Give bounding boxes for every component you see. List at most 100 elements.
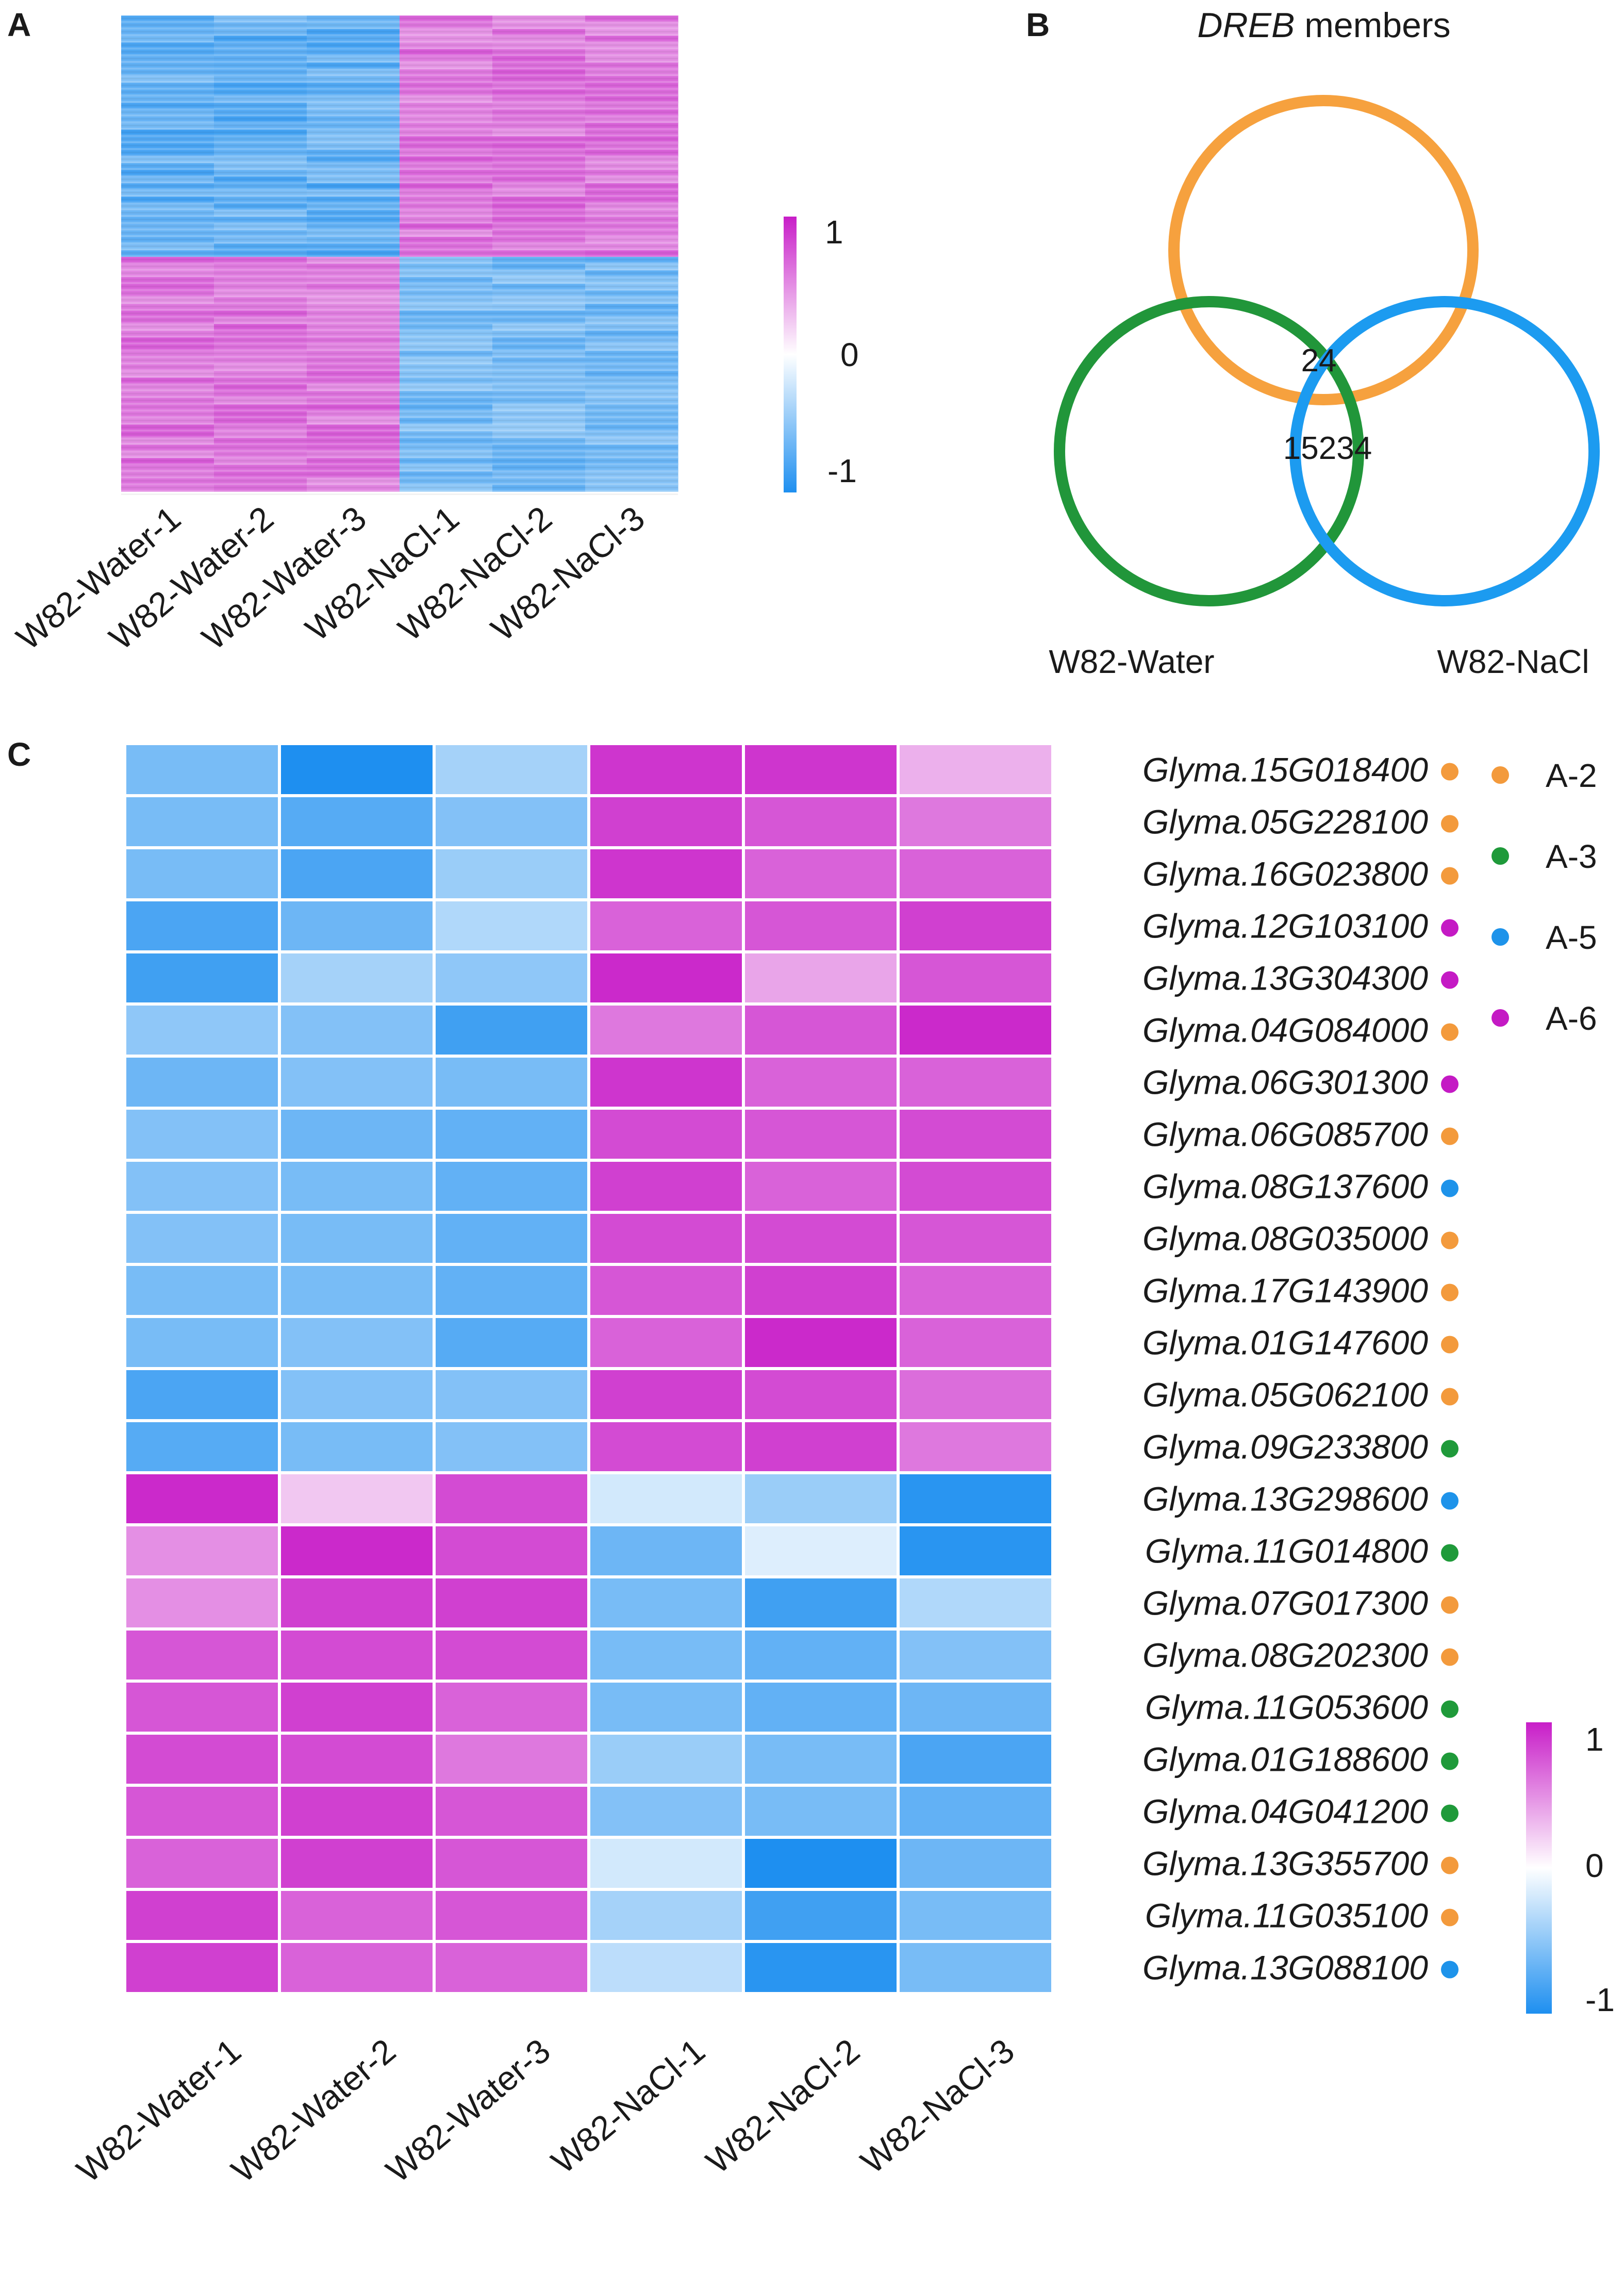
heatmap-c-column-label: W82-Water-1 xyxy=(70,2031,248,2190)
heatmap-c-column-label: W82-NaCl-3 xyxy=(853,2031,1021,2181)
gene-label: Glyma.15G018400 xyxy=(1142,751,1428,789)
heatmap-c-cell xyxy=(278,1940,436,1995)
heatmap-c-cell xyxy=(433,742,590,797)
heatmap-a-texture xyxy=(121,15,678,498)
venn-circle-water xyxy=(1054,296,1364,606)
heatmap-c-cell xyxy=(433,898,590,953)
heatmap-c-cell xyxy=(897,1523,1054,1578)
heatmap-c-cell xyxy=(278,1471,436,1526)
gene-group-dot xyxy=(1441,1544,1459,1562)
heatmap-c-cell xyxy=(278,1732,436,1787)
heatmap-c-cell xyxy=(433,1419,590,1474)
heatmap-c-cell xyxy=(742,898,900,953)
heatmap-c-cell xyxy=(123,1367,281,1422)
heatmap-c-cell xyxy=(587,1367,745,1422)
heatmap-c-column-label: W82-Water-2 xyxy=(224,2031,403,2190)
heatmap-c-cell xyxy=(433,1159,590,1214)
gene-group-dot xyxy=(1441,1023,1459,1041)
heatmap-c-cell xyxy=(278,1002,436,1058)
heatmap-c-cell xyxy=(433,1627,590,1683)
heatmap-c-cell xyxy=(123,742,281,797)
heatmap-c-cell xyxy=(433,1107,590,1162)
heatmap-c-cell xyxy=(278,1680,436,1735)
heatmap-c-cell xyxy=(123,1263,281,1318)
gene-label: Glyma.13G304300 xyxy=(1142,959,1428,997)
heatmap-c-cell xyxy=(278,1367,436,1422)
heatmap-c-cell xyxy=(742,1055,900,1110)
heatmap-c-cell xyxy=(433,1940,590,1995)
legend-label: A-2 xyxy=(1546,757,1597,794)
heatmap-a-column-labels: W82-Water-1W82-Water-2W82-Water-3W82-NaC… xyxy=(9,499,652,657)
heatmap-c-cell xyxy=(587,1680,745,1735)
heatmap-c-cell xyxy=(742,1211,900,1266)
legend-dot xyxy=(1492,1009,1509,1027)
gene-group-dot xyxy=(1441,1596,1459,1614)
heatmap-c xyxy=(123,742,1054,1995)
gene-label: Glyma.17G143900 xyxy=(1142,1272,1428,1310)
heatmap-c-cell xyxy=(897,1940,1054,1995)
heatmap-c-cell xyxy=(278,1523,436,1578)
gene-label: Glyma.01G188600 xyxy=(1142,1740,1428,1779)
gene-label: Glyma.05G228100 xyxy=(1142,803,1428,841)
heatmap-c-cell xyxy=(587,1575,745,1631)
heatmap-c-cell xyxy=(278,1784,436,1839)
legend-dot xyxy=(1492,847,1509,865)
heatmap-c-cell xyxy=(123,1107,281,1162)
scale-a-tick-mid: 0 xyxy=(840,336,859,373)
gene-group-dot xyxy=(1441,1075,1459,1093)
heatmap-c-cell xyxy=(587,1159,745,1214)
heatmap-c-cell xyxy=(897,846,1054,901)
heatmap-c-cell xyxy=(587,1627,745,1683)
heatmap-c-cell xyxy=(123,898,281,953)
legend-label: A-3 xyxy=(1546,838,1597,875)
heatmap-c-column-label: W82-NaCl-1 xyxy=(544,2031,712,2181)
gene-group-dot xyxy=(1441,1283,1459,1302)
heatmap-c-cell xyxy=(587,742,745,797)
heatmap-c-cell xyxy=(587,1888,745,1943)
gene-group-dot xyxy=(1441,1856,1459,1874)
heatmap-c-cell xyxy=(433,1367,590,1422)
heatmap-c-cell xyxy=(278,1107,436,1162)
heatmap-c-cell xyxy=(742,742,900,797)
heatmap-c-cell xyxy=(123,950,281,1006)
heatmap-c-cell xyxy=(433,794,590,849)
gene-group-dot xyxy=(1441,763,1459,781)
heatmap-c-cell xyxy=(123,1888,281,1943)
scale-a-tick-high: 1 xyxy=(825,213,843,251)
heatmap-c-cell xyxy=(123,1159,281,1214)
heatmap-c-cell xyxy=(587,846,745,901)
gene-label: Glyma.11G053600 xyxy=(1145,1688,1428,1726)
heatmap-c-cell xyxy=(897,1627,1054,1683)
venn-label-water: W82-Water xyxy=(1049,643,1214,680)
heatmap-c-cell xyxy=(897,742,1054,797)
heatmap-c-cell xyxy=(742,1627,900,1683)
heatmap-c-cell xyxy=(433,1888,590,1943)
heatmap-c-cell xyxy=(897,898,1054,953)
heatmap-c-cell xyxy=(742,1419,900,1474)
gene-group-dot xyxy=(1441,1804,1459,1822)
gene-group-dot xyxy=(1441,1127,1459,1145)
venn-label-nacl: W82-NaCl xyxy=(1437,643,1589,680)
heatmap-c-cell xyxy=(587,1263,745,1318)
scale-c-tick-mid: 0 xyxy=(1585,1847,1604,1884)
heatmap-c-cell xyxy=(433,1680,590,1735)
gene-group-dot xyxy=(1441,1961,1459,1979)
heatmap-c-cell xyxy=(278,1419,436,1474)
gene-group-dot xyxy=(1441,1492,1459,1510)
heatmap-c-cell xyxy=(742,1575,900,1631)
heatmap-c-cell xyxy=(742,794,900,849)
legend-label: A-6 xyxy=(1546,1000,1597,1037)
heatmap-c-cell xyxy=(123,1419,281,1474)
heatmap-c-cell xyxy=(897,1211,1054,1266)
legend-dot xyxy=(1492,928,1509,946)
color-scale-a xyxy=(784,217,797,492)
heatmap-c-cell xyxy=(897,1367,1054,1422)
heatmap-c-cell xyxy=(278,1627,436,1683)
legend-label: A-5 xyxy=(1546,919,1597,956)
heatmap-c-cell xyxy=(433,1575,590,1631)
heatmap-c-cell xyxy=(897,1107,1054,1162)
heatmap-c-cell xyxy=(123,1680,281,1735)
heatmap-c-cell xyxy=(587,794,745,849)
heatmap-c-cell xyxy=(123,1940,281,1995)
gene-label: Glyma.04G041200 xyxy=(1142,1792,1428,1831)
